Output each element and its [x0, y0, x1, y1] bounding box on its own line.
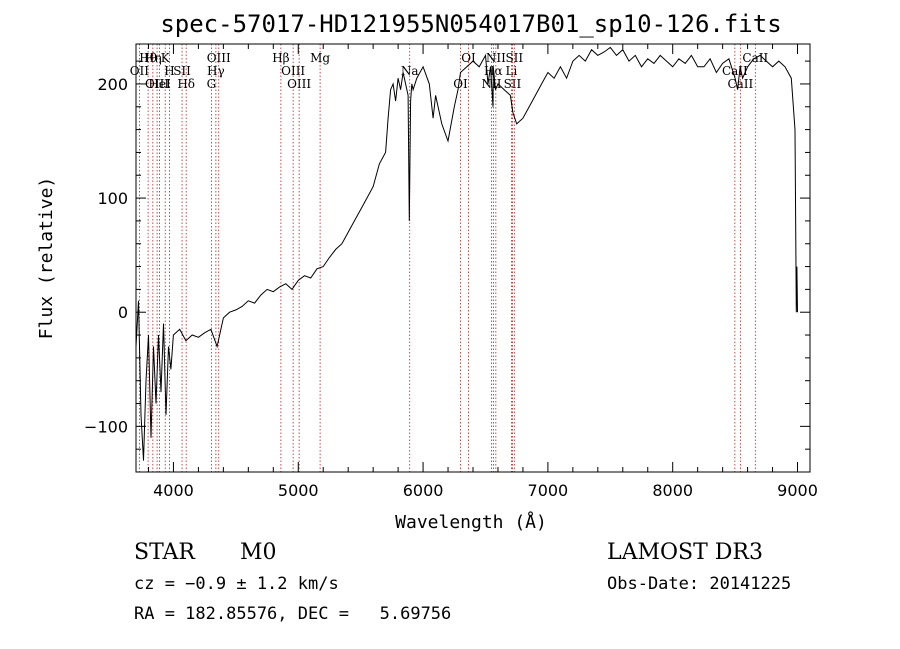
spectral-line-label: Hγ [207, 64, 225, 78]
y-tick-label: −100 [84, 417, 128, 436]
x-tick-label: 8000 [652, 481, 693, 500]
x-tick-label: 9000 [777, 481, 818, 500]
spectral-line-label: OIII [281, 64, 305, 78]
spectral-line-label: OII [130, 64, 150, 78]
spectral-line-label: OIII [287, 77, 311, 91]
spectrum-chart: spec-57017-HD121955N054017B01_sp10-126.f… [36, 10, 818, 533]
observation-date: Obs-Date: 20141225 [607, 574, 792, 594]
redshift-velocity: cz = −0.9 ± 1.2 km/s [134, 574, 339, 594]
spectral-line-label: CaII [727, 77, 753, 91]
spectral-line-label: OIII [145, 77, 169, 91]
spectral-line-label: Hβ [272, 51, 289, 65]
spectral-line-label: OIII [207, 51, 231, 65]
y-tick-label: 100 [97, 189, 128, 208]
survey-name: LAMOST DR3 [607, 540, 763, 565]
spectral-line-label: NII [486, 51, 506, 65]
spectrum-series [136, 46, 798, 461]
spectral-line-label: Hη [144, 51, 162, 65]
spectral-line-label: Na [401, 64, 419, 78]
spectral-line-label: G [207, 77, 217, 91]
object-class: STAR [134, 540, 195, 565]
x-tick-label: 6000 [403, 481, 444, 500]
spectral-line-label: Hδ [177, 77, 195, 91]
x-axis-label: Wavelength (Å) [395, 511, 547, 533]
spectral-line-label: OI [461, 51, 476, 65]
spectral-line-label: SII [173, 64, 191, 78]
x-tick-label: 5000 [278, 481, 319, 500]
spectral-line-label: HeI [148, 77, 171, 91]
spectral-line-label: SII [504, 77, 522, 91]
spectral-line-label: Li [506, 64, 518, 78]
spectral-line-label: Mg [310, 51, 330, 65]
sky-coordinates: RA = 182.85576, DEC = 5.69756 [134, 604, 452, 624]
y-tick-label: 0 [118, 303, 128, 322]
spectral-line-label: OI [453, 77, 468, 91]
plot-frame [135, 43, 811, 473]
x-tick-label: 4000 [153, 481, 194, 500]
x-tick-label: 7000 [528, 481, 569, 500]
y-axis-label: Flux (relative) [36, 177, 57, 340]
spectral-line-label: H [164, 64, 174, 78]
y-tick-label: 200 [97, 75, 128, 94]
chart-title: spec-57017-HD121955N054017B01_sp10-126.f… [160, 10, 781, 38]
object-subclass: M0 [240, 540, 277, 565]
spectral-line-label: SII [505, 51, 523, 65]
spectral-line-label: K [161, 51, 171, 65]
